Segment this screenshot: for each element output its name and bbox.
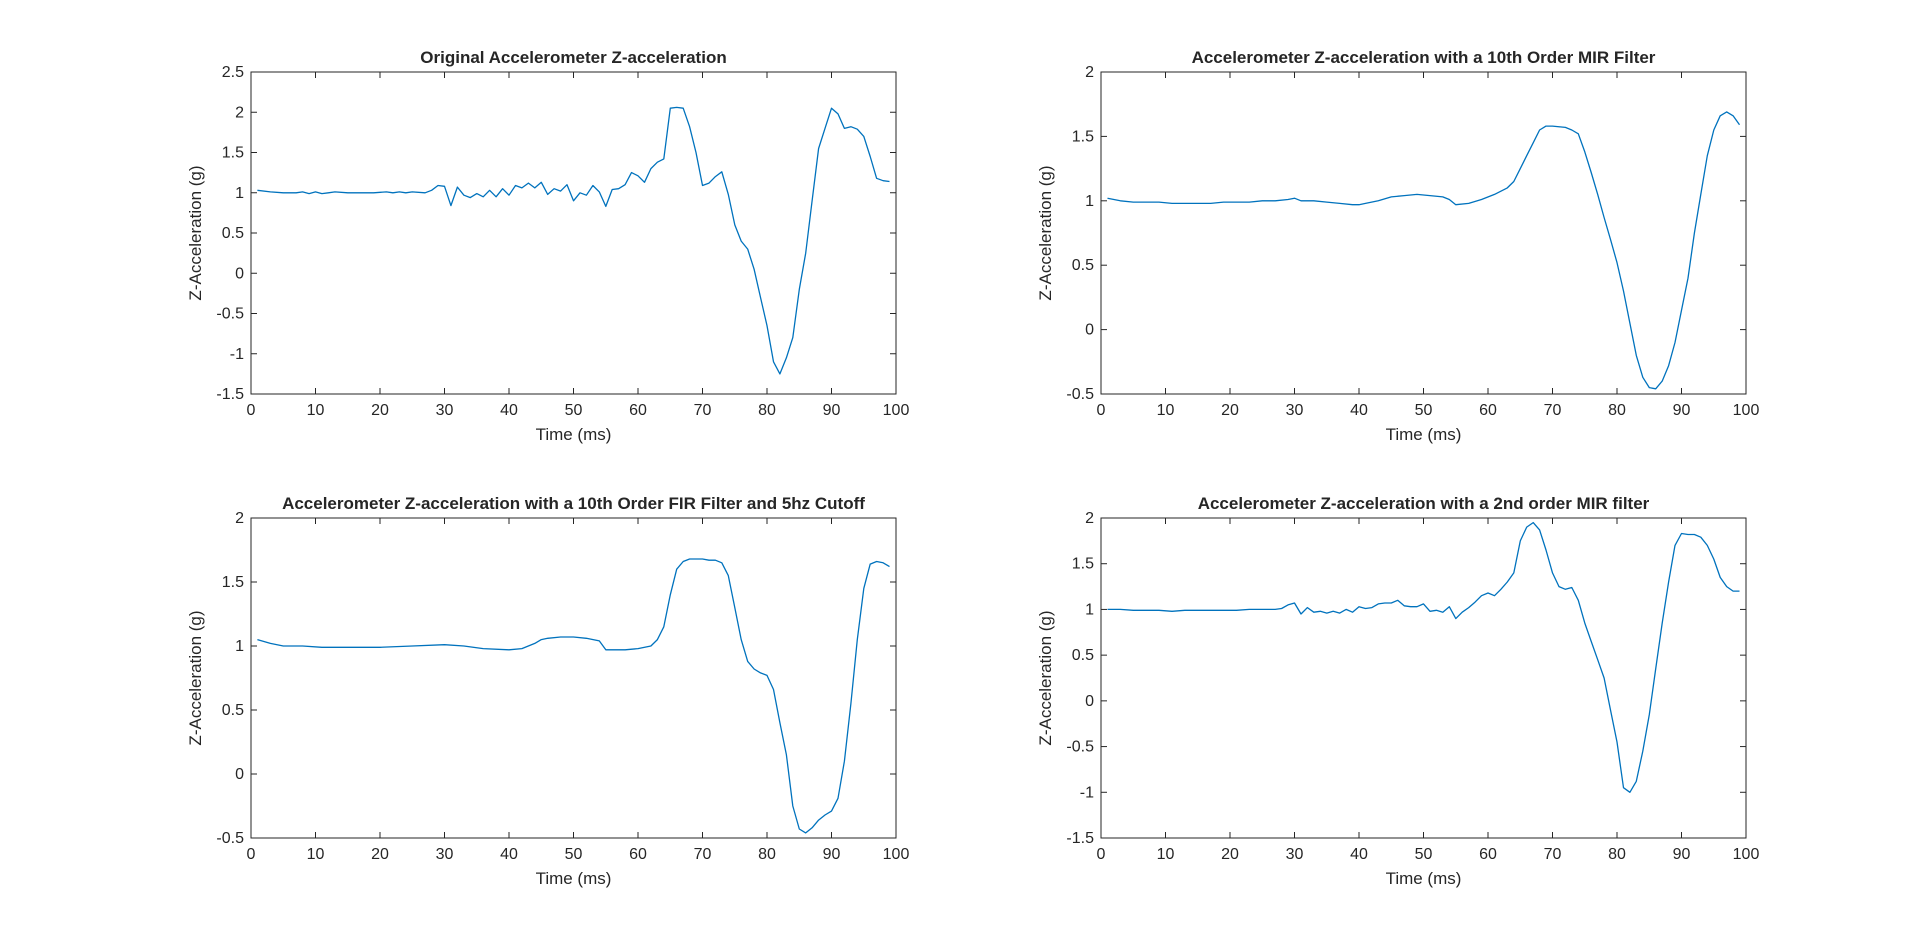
y-tick-label: 1 xyxy=(1085,193,1094,210)
x-tick-label: 50 xyxy=(1415,846,1433,863)
subplot-original: 0 10 20 30 40 50 60 70 80 90 100 -1.5 -1 -0.5 0 0.5 1 1.5… xyxy=(186,48,909,444)
chart-title: Accelerometer Z-acceleration with a 2nd … xyxy=(1198,494,1650,513)
y-tick-label: 0.5 xyxy=(1072,257,1094,274)
axes-box xyxy=(1100,71,1747,395)
x-tick-label: 70 xyxy=(694,846,712,863)
x-tick-label: 10 xyxy=(307,402,325,419)
x-tick-label: 90 xyxy=(1673,846,1691,863)
x-axis-label: Time (ms) xyxy=(536,425,612,444)
x-tick-label: 50 xyxy=(565,402,583,419)
y-tick-label: 0 xyxy=(235,766,244,783)
subplot-10th-order-mir: 0 10 20 30 40 50 60 70 80 90 100-0.500.511.52Accel… xyxy=(1036,48,1759,444)
x-tick-label: 10 xyxy=(1157,846,1175,863)
y-tick-label: 2 xyxy=(235,510,244,527)
chart-title: Accelerometer Z-acceleration with a 10th… xyxy=(282,494,865,513)
axes-box xyxy=(250,517,897,839)
y-tick-label: 1 xyxy=(235,185,244,202)
y-tick-label: 0.5 xyxy=(222,225,244,242)
y-tick-label: -0.5 xyxy=(1066,386,1094,403)
y-tick-label: 1.5 xyxy=(1072,556,1094,573)
x-tick-label: 20 xyxy=(1221,402,1239,419)
series-line xyxy=(1107,521,1740,793)
y-tick-label: -1.5 xyxy=(216,386,244,403)
subplot-2nd-order-mir: 0 10 20 30 40 50 60 70 80 90 100 -1.5 -1 -0.5 0 0.5 1 1.5… xyxy=(1036,494,1759,888)
y-tick-label: 1.5 xyxy=(222,145,244,162)
x-axis-label: Time (ms) xyxy=(1386,425,1462,444)
y-tick-label: -1.5 xyxy=(1066,830,1094,847)
x-tick-label: 90 xyxy=(823,846,841,863)
y-tick-label: -1 xyxy=(230,346,244,363)
x-tick-label: 0 xyxy=(247,402,256,419)
x-tick-label: 20 xyxy=(1221,846,1239,863)
x-tick-label: 100 xyxy=(1733,846,1760,863)
x-tick-label: 30 xyxy=(436,846,454,863)
x-tick-label: 60 xyxy=(629,846,647,863)
y-tick-label: 0.5 xyxy=(222,702,244,719)
axes-box xyxy=(250,71,897,395)
x-tick-label: 70 xyxy=(694,402,712,419)
x-tick-label: 30 xyxy=(1286,846,1304,863)
x-tick-label: 100 xyxy=(883,402,910,419)
y-tick-label: 0 xyxy=(1085,693,1094,710)
y-tick-label: -0.5 xyxy=(1066,739,1094,756)
y-tick-label: -0.5 xyxy=(216,306,244,323)
y-tick-label: 2 xyxy=(235,104,244,121)
x-tick-label: 90 xyxy=(1673,402,1691,419)
chart-title: Original Accelerometer Z-acceleration xyxy=(420,48,726,67)
axes-box xyxy=(1100,517,1747,839)
x-tick-label: 70 xyxy=(1544,846,1562,863)
y-tick-label: 1.5 xyxy=(222,574,244,591)
x-tick-label: 0 xyxy=(247,846,256,863)
x-tick-label: 50 xyxy=(565,846,583,863)
subplot-10th-order-fir-5hz: 0 10 20 30 40 50 60 70 80 90 100-0.500.511.52Accel… xyxy=(186,494,909,888)
x-tick-label: 60 xyxy=(1479,846,1497,863)
series-line xyxy=(1107,111,1741,390)
y-axis-label: Z-Acceleration (g) xyxy=(1036,610,1055,745)
y-tick-label: 2.5 xyxy=(222,64,244,81)
y-axis-label: Z-Acceleration (g) xyxy=(1036,165,1055,300)
x-tick-label: 60 xyxy=(629,402,647,419)
x-tick-label: 10 xyxy=(307,846,325,863)
x-tick-label: 40 xyxy=(1350,846,1368,863)
x-tick-label: 80 xyxy=(758,402,776,419)
x-tick-label: 60 xyxy=(1479,402,1497,419)
x-tick-label: 90 xyxy=(823,402,841,419)
y-tick-label: 1 xyxy=(235,638,244,655)
x-tick-label: 40 xyxy=(500,846,518,863)
x-tick-label: 40 xyxy=(500,402,518,419)
x-tick-label: 80 xyxy=(758,846,776,863)
x-axis-label: Time (ms) xyxy=(1386,869,1462,888)
y-tick-label: 0.5 xyxy=(1072,647,1094,664)
x-tick-label: 80 xyxy=(1608,846,1626,863)
x-tick-label: 70 xyxy=(1544,402,1562,419)
x-axis-label: Time (ms) xyxy=(536,869,612,888)
x-tick-label: 30 xyxy=(436,402,454,419)
y-tick-label: 1 xyxy=(1085,601,1094,618)
series-line xyxy=(257,558,890,834)
x-tick-label: 100 xyxy=(1733,402,1760,419)
x-tick-label: 30 xyxy=(1286,402,1304,419)
x-tick-label: 40 xyxy=(1350,402,1368,419)
y-tick-label: 2 xyxy=(1085,510,1094,527)
chart-title: Accelerometer Z-acceleration with a 10th… xyxy=(1192,48,1656,67)
y-tick-label: 0 xyxy=(235,265,244,282)
x-tick-label: 50 xyxy=(1415,402,1433,419)
x-tick-label: 10 xyxy=(1157,402,1175,419)
x-tick-label: 20 xyxy=(371,402,389,419)
y-tick-label: 2 xyxy=(1085,64,1094,81)
series-line xyxy=(257,106,890,375)
x-tick-label: 20 xyxy=(371,846,389,863)
y-tick-label: -1 xyxy=(1080,784,1094,801)
x-tick-label: 0 xyxy=(1097,846,1106,863)
x-tick-label: 80 xyxy=(1608,402,1626,419)
x-tick-label: 0 xyxy=(1097,402,1106,419)
y-tick-label: -0.5 xyxy=(216,830,244,847)
y-tick-label: 1.5 xyxy=(1072,128,1094,145)
y-tick-label: 0 xyxy=(1085,322,1094,339)
y-axis-label: Z-Acceleration (g) xyxy=(186,165,205,300)
x-tick-label: 100 xyxy=(883,846,910,863)
y-axis-label: Z-Acceleration (g) xyxy=(186,610,205,745)
